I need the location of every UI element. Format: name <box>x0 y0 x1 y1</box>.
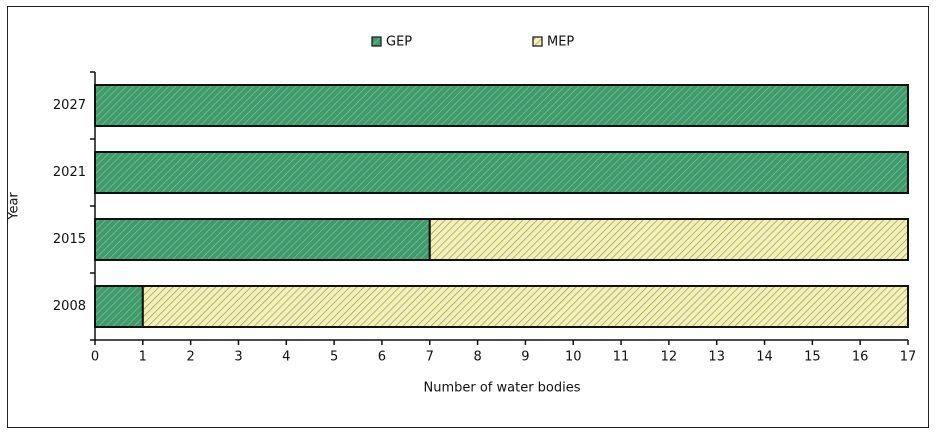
legend-label: GEP <box>386 35 412 50</box>
x-tick-label: 13 <box>708 350 725 365</box>
x-tick-label: 8 <box>473 350 481 365</box>
x-tick-label: 11 <box>613 350 630 365</box>
x-tick-label: 10 <box>565 350 582 365</box>
x-tick-label: 12 <box>661 350 678 365</box>
chart-frame <box>7 6 929 428</box>
legend-swatch <box>532 36 543 47</box>
bar-segment <box>428 218 909 261</box>
bar-segment <box>94 151 909 194</box>
legend-swatch <box>371 36 382 47</box>
x-tick-label: 0 <box>91 350 99 365</box>
x-axis-label: Number of water bodies <box>423 381 580 396</box>
x-tick-label: 14 <box>756 350 773 365</box>
bar-segment <box>94 218 431 261</box>
x-tick-label: 5 <box>330 350 338 365</box>
y-tick-label: 2015 <box>53 232 86 247</box>
x-tick-label: 6 <box>378 350 386 365</box>
y-tick-label: 2008 <box>53 299 86 314</box>
x-tick-label: 9 <box>521 350 529 365</box>
x-tick-label: 7 <box>426 350 434 365</box>
x-tick-label: 4 <box>282 350 290 365</box>
bar-segment <box>94 84 909 127</box>
y-tick-label: 2021 <box>53 165 86 180</box>
y-tick-label: 2027 <box>53 98 86 113</box>
bar-segment <box>141 285 909 328</box>
x-tick-label: 2 <box>187 350 195 365</box>
bar-segment <box>94 285 144 328</box>
x-tick-label: 1 <box>139 350 147 365</box>
x-tick-label: 3 <box>234 350 242 365</box>
x-tick-label: 15 <box>804 350 821 365</box>
x-tick-label: 17 <box>900 350 917 365</box>
y-axis-label: Year <box>7 192 22 221</box>
legend-label: MEP <box>547 35 574 50</box>
x-tick-label: 16 <box>852 350 869 365</box>
